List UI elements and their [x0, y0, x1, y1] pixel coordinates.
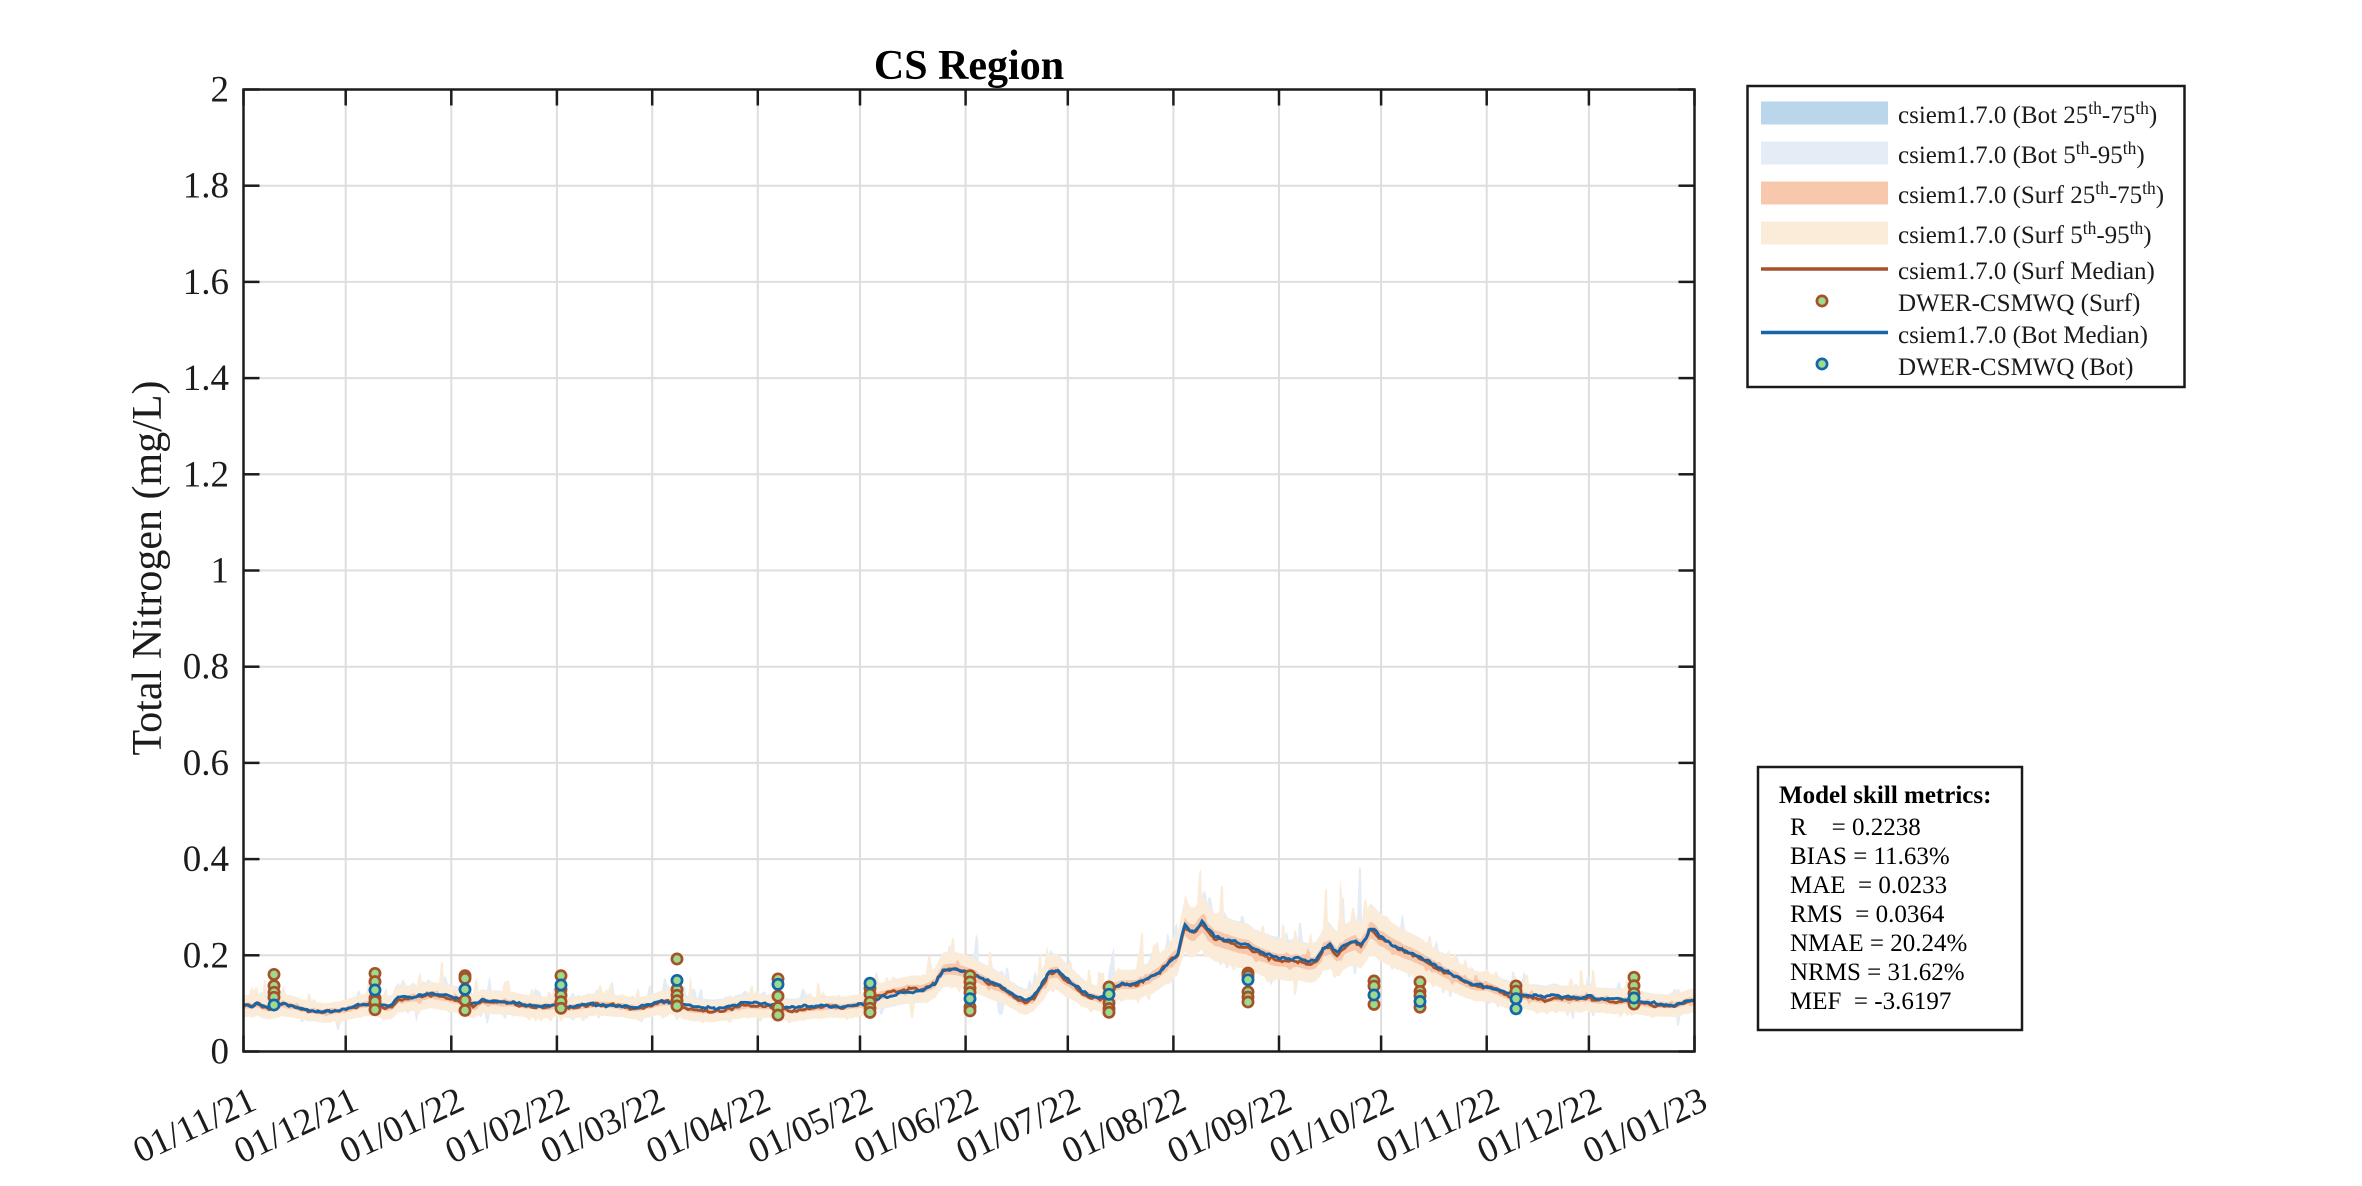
svg-text:0.4: 0.4 [183, 839, 229, 880]
svg-text:csiem1.7.0 (Bot Median): csiem1.7.0 (Bot Median) [1898, 322, 2148, 349]
svg-text:0.8: 0.8 [183, 647, 229, 688]
svg-text:MEF = -3.6197: MEF = -3.6197 [1790, 988, 1951, 1015]
svg-text:csiem1.7.0 (Surf Median): csiem1.7.0 (Surf Median) [1898, 258, 2155, 285]
svg-text:1.2: 1.2 [183, 454, 229, 495]
svg-text:csiem1.7.0 (Bot 25th​-75th​)​: csiem1.7.0 (Bot 25th​-75th​)​ [1898, 98, 2157, 129]
svg-text:0.6: 0.6 [183, 743, 229, 784]
svg-text:csiem1.7.0 (Surf 25th​-75th​)​: csiem1.7.0 (Surf 25th​-75th​)​ [1898, 178, 2164, 209]
svg-text:R = 0.2238: R = 0.2238 [1790, 814, 1921, 841]
svg-text:CS Region: CS Region [874, 43, 1064, 89]
svg-text:2: 2 [211, 70, 230, 111]
svg-text:Total Nitrogen (mg/L): Total Nitrogen (mg/L) [125, 381, 171, 756]
svg-text:DWER-CSMWQ (Surf): DWER-CSMWQ (Surf) [1898, 290, 2140, 317]
svg-text:NMAE = 20.24%: NMAE = 20.24% [1790, 930, 1967, 957]
svg-text:csiem1.7.0 (Surf 5th​-95th​)​: csiem1.7.0 (Surf 5th​-95th​)​ [1898, 218, 2152, 249]
svg-text:0: 0 [211, 1032, 230, 1073]
svg-text:NRMS = 31.62%: NRMS = 31.62% [1790, 959, 1965, 986]
svg-text:MAE = 0.0233: MAE = 0.0233 [1790, 872, 1947, 899]
svg-text:1.4: 1.4 [183, 358, 229, 399]
svg-text:BIAS = 11.63%: BIAS = 11.63% [1790, 843, 1950, 870]
svg-text:1.8: 1.8 [183, 166, 229, 207]
svg-text:1: 1 [211, 551, 230, 592]
svg-text:1.6: 1.6 [183, 262, 229, 303]
svg-text:Model skill metrics:: Model skill metrics: [1779, 782, 1991, 809]
svg-text:0.2: 0.2 [183, 935, 229, 976]
svg-text:DWER-CSMWQ (Bot): DWER-CSMWQ (Bot) [1898, 354, 2133, 381]
svg-text:csiem1.7.0 (Bot 5th​-95th​)​: csiem1.7.0 (Bot 5th​-95th​)​ [1898, 138, 2145, 169]
svg-text:RMS = 0.0364: RMS = 0.0364 [1790, 901, 1945, 928]
